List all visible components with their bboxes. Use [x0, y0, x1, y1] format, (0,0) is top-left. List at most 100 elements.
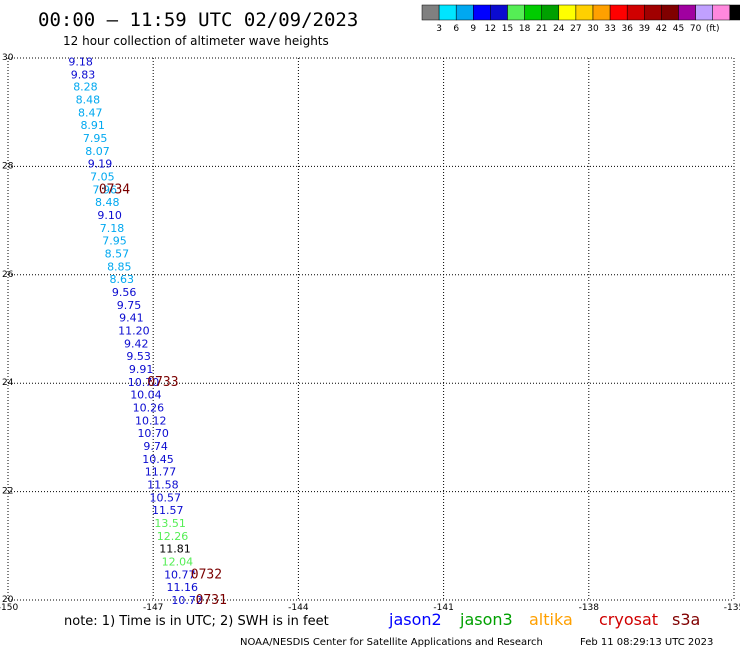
x-tick-label: -135: [724, 603, 740, 613]
wave-height-label: 8.07: [85, 145, 110, 158]
wave-height-label: 9.83: [71, 68, 96, 81]
wave-height-label: 10.04: [130, 389, 162, 402]
colorbar-swatch: [678, 4, 696, 21]
wave-height-label: 9.75: [117, 299, 142, 312]
wave-height-label: 9.56: [112, 286, 137, 299]
footer-credit: NOAA/NESDIS Center for Satellite Applica…: [240, 637, 543, 648]
colorbar-swatch: [729, 4, 740, 21]
satellite-name: s3a: [672, 610, 700, 629]
colorbar-swatch: [609, 4, 628, 21]
satellite-name: altika: [529, 610, 573, 629]
units-note: note: 1) Time is in UTC; 2) SWH is in fe…: [64, 614, 329, 629]
colorbar-swatch: [558, 4, 577, 21]
footer-timestamp: Feb 11 08:29:13 UTC 2023: [580, 637, 713, 648]
wave-height-label: 12.04: [162, 556, 194, 569]
colorbar-swatch: [575, 4, 594, 21]
wave-height-label: 11.16: [166, 581, 198, 594]
satellite-legend: jason2 jason3 altika cryosat s3a: [388, 610, 700, 629]
colorbar-swatch: [712, 4, 731, 21]
colorbar-swatch: [490, 4, 508, 21]
colorbar-swatch: [592, 4, 611, 21]
wave-height-label: 11.81: [159, 543, 191, 556]
colorbar-label: (ft): [706, 24, 720, 34]
colorbar-swatch: [455, 4, 474, 21]
colorbar-swatch: [438, 4, 457, 21]
wave-height-label: 11.57: [152, 504, 184, 517]
y-tick-label: 22: [2, 487, 13, 497]
satellite-name: jason3: [459, 610, 513, 629]
wave-height-label: 8.85: [107, 261, 132, 274]
color-scale-legend: 3 6 9 12 15 18 21 24 27 30 33 36 39 42 45 70 (ft): [421, 4, 740, 34]
x-tick-label: -150: [0, 603, 18, 613]
wave-height-label: 8.91: [80, 119, 105, 132]
satellite-name: cryosat: [599, 610, 658, 629]
data-points: 9.189.838.288.488.478.917.958.079.197.05…: [68, 55, 202, 607]
colorbar-label: 70: [690, 24, 702, 34]
time-label: 0734: [99, 183, 130, 198]
wave-height-label: 10.45: [142, 453, 174, 466]
time-label: 0733: [147, 375, 178, 390]
colorbar-swatch: [421, 4, 440, 21]
wave-height-label: 13.51: [154, 517, 186, 530]
colorbar-swatch: [473, 4, 491, 21]
colorbar-swatch: [626, 4, 645, 21]
colorbar-swatch: [644, 4, 662, 21]
x-tick-label: -141: [433, 603, 453, 613]
wave-height-label: 10.12: [135, 415, 167, 428]
time-labels: 0734 0733 0732 0731: [99, 183, 227, 608]
wave-height-label: 9.10: [97, 209, 122, 222]
wave-height-label: 9.18: [68, 55, 93, 68]
wave-height-label: 9.91: [129, 363, 154, 376]
colorbar-swatch: [507, 4, 525, 21]
wave-height-label: 9.41: [119, 312, 144, 325]
wave-height-label: 7.96: [93, 184, 118, 197]
colorbar-label: 42: [656, 24, 667, 34]
colorbar-swatch: [541, 4, 560, 21]
y-tick-label: 20: [2, 595, 14, 605]
wave-height-label: 8.47: [78, 107, 103, 120]
wave-height-label: 9.53: [126, 350, 151, 363]
x-tick-label: -138: [579, 603, 600, 613]
wave-height-label: 11.77: [145, 466, 177, 479]
time-label: 0731: [196, 593, 227, 608]
wave-height-label: 8.28: [73, 81, 98, 94]
wave-height-label: 7.95: [83, 132, 108, 145]
satellite-name: jason2: [388, 610, 442, 629]
wave-height-label: 8.63: [109, 273, 134, 286]
wave-height-label: 10.26: [133, 402, 165, 415]
y-tick-label: 30: [2, 53, 14, 63]
x-tick-label: -144: [288, 603, 309, 613]
y-tick-label: 24: [2, 378, 14, 388]
axis-ticks: 30 28 26 24 22 20-150 -147 -144 -141 -138 -135: [0, 53, 740, 613]
colorbar-label: 21: [536, 24, 547, 34]
wave-height-label: 9.74: [143, 440, 168, 453]
wave-height-label: 12.26: [157, 530, 189, 543]
wave-height-label: 7.18: [100, 222, 125, 235]
wave-height-label: 9.19: [88, 158, 113, 171]
colorbar-label: 6: [453, 24, 459, 34]
colorbar-label: 18: [519, 24, 531, 34]
time-label: 0732: [191, 568, 222, 583]
colorbar-label: 24: [553, 24, 565, 34]
wave-height-label: 11.58: [147, 479, 179, 492]
colorbar-swatch: [661, 4, 679, 21]
x-tick-label: -147: [143, 603, 163, 613]
colorbar-label: 9: [470, 24, 476, 34]
y-tick-label: 26: [2, 270, 14, 280]
wave-height-label: 8.48: [95, 196, 120, 209]
colorbar-label: 3: [436, 24, 442, 34]
colorbar-label: 12: [485, 24, 496, 34]
wave-height-label: 8.48: [76, 94, 101, 107]
colorbar-label: 27: [570, 24, 581, 34]
colorbar-label: 45: [673, 24, 684, 34]
y-tick-label: 28: [2, 161, 14, 171]
colorbar-swatch: [695, 4, 713, 21]
wave-height-label: 11.20: [118, 325, 150, 338]
wave-height-label: 9.42: [124, 338, 149, 351]
wave-height-label: 10.70: [128, 376, 160, 389]
colorbar-label: 33: [604, 24, 615, 34]
colorbar-label: 36: [621, 24, 633, 34]
wave-height-label: 8.57: [105, 248, 130, 261]
chart-title: 00:00 — 11:59 UTC 02/09/2023: [38, 9, 358, 31]
